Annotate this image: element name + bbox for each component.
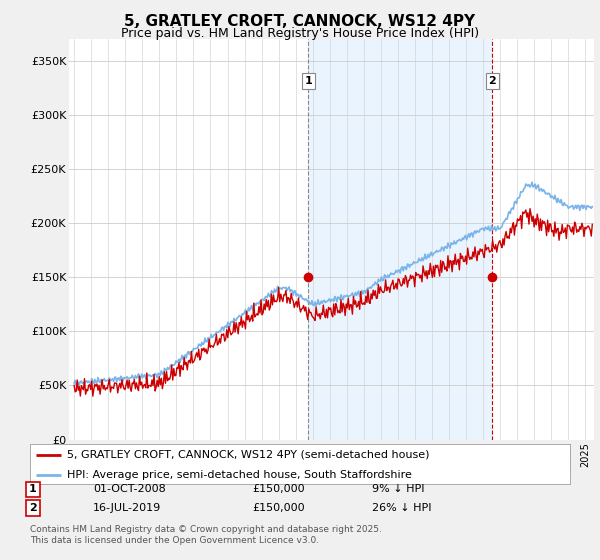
Text: 2: 2	[488, 76, 496, 86]
Text: 5, GRATLEY CROFT, CANNOCK, WS12 4PY (semi-detached house): 5, GRATLEY CROFT, CANNOCK, WS12 4PY (sem…	[67, 450, 429, 460]
Text: 1: 1	[305, 76, 313, 86]
Text: Price paid vs. HM Land Registry's House Price Index (HPI): Price paid vs. HM Land Registry's House …	[121, 27, 479, 40]
Text: 1: 1	[29, 484, 37, 494]
Text: 26% ↓ HPI: 26% ↓ HPI	[372, 503, 431, 513]
Text: 9% ↓ HPI: 9% ↓ HPI	[372, 484, 425, 494]
Bar	[308, 39, 493, 440]
Text: 5, GRATLEY CROFT, CANNOCK, WS12 4PY: 5, GRATLEY CROFT, CANNOCK, WS12 4PY	[124, 14, 476, 29]
Text: £150,000: £150,000	[252, 503, 305, 513]
Text: £150,000: £150,000	[252, 484, 305, 494]
Text: HPI: Average price, semi-detached house, South Staffordshire: HPI: Average price, semi-detached house,…	[67, 470, 412, 480]
Text: 01-OCT-2008: 01-OCT-2008	[93, 484, 166, 494]
Text: 2: 2	[29, 503, 37, 513]
Text: 16-JUL-2019: 16-JUL-2019	[93, 503, 161, 513]
Text: Contains HM Land Registry data © Crown copyright and database right 2025.
This d: Contains HM Land Registry data © Crown c…	[30, 525, 382, 545]
